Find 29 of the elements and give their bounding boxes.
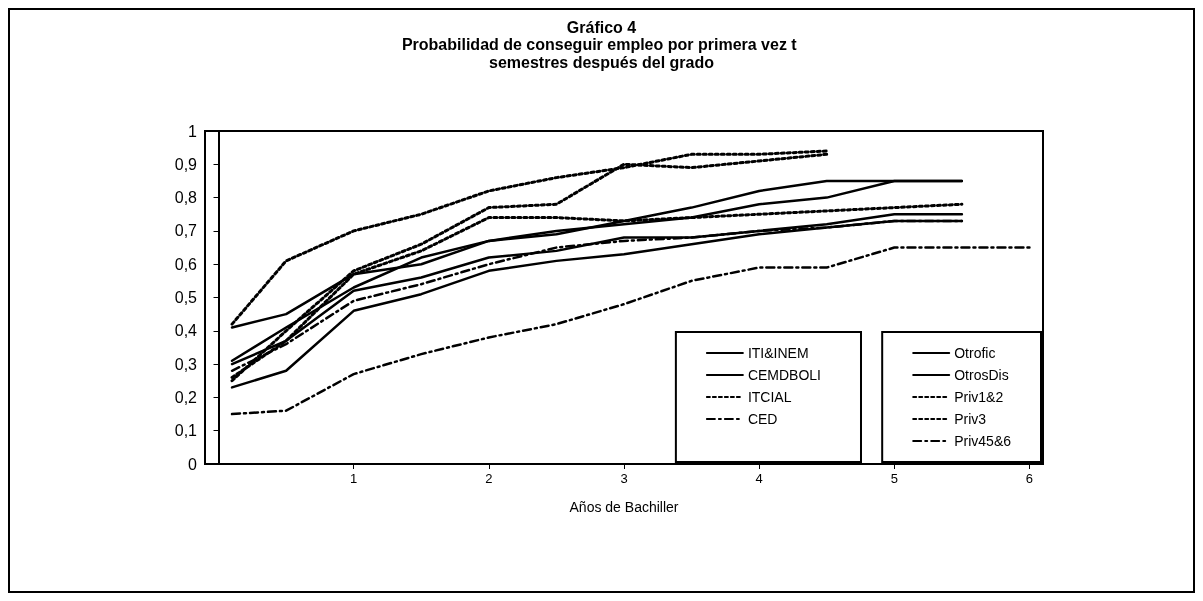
y-tick-label: 0,2 [174,388,198,406]
legend-label: CED [747,411,778,427]
x-tick-label: 5 [890,471,898,486]
x-tick-label: 2 [485,471,493,486]
y-tick-label: 0,5 [174,289,198,306]
y-tick-label: 0,3 [174,355,198,373]
legend-label: ITI&INEM [747,345,809,361]
legend-label: Otrofic [954,345,996,361]
y-tick-label: 1 [188,122,198,140]
legend-label: CEMDBOLI [747,367,821,383]
legend-label: Priv1&2 [954,389,1004,405]
y-tick-label: 0,4 [174,322,198,340]
y-tick-label: 0,6 [174,255,198,273]
chart-title: Gráfico 4 [566,18,637,36]
x-tick-label: 4 [755,471,763,486]
legend-label: OtrosDis [954,367,1009,383]
y-tick-label: 0,9 [174,155,198,173]
legend-label: Priv45&6 [954,433,1012,449]
y-tick-label: 0 [188,455,198,473]
x-tick-label: 3 [620,471,628,486]
legend-label: ITCIAL [747,389,792,405]
y-tick-label: 0,1 [174,422,198,440]
y-tick-label: 0,7 [174,222,198,240]
x-axis-title: Años de Bachiller [569,499,679,515]
legend-label: Priv3 [954,411,987,427]
x-tick-label: 1 [350,471,358,486]
chart-subtitle: Probabilidad de conseguir empleo por primera vez t semestres después del grado [401,35,802,71]
y-tick-label: 0,8 [174,189,198,207]
x-tick-label: 6 [1025,471,1034,486]
